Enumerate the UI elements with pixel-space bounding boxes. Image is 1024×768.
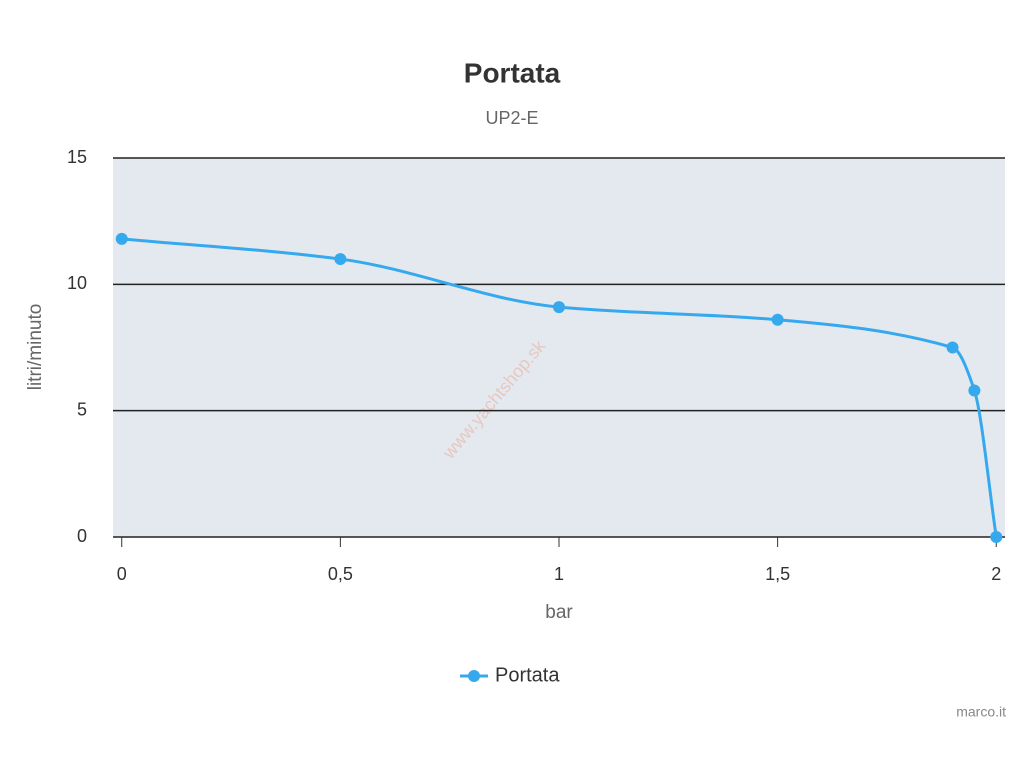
x-tick-label: 0,5: [328, 564, 353, 584]
y-tick-label: 5: [77, 399, 87, 419]
chart-title: Portata: [464, 57, 561, 88]
x-axis-label: bar: [545, 602, 573, 623]
point: [553, 301, 565, 314]
x-tick-label: 2: [991, 564, 1001, 584]
point: [968, 384, 981, 397]
point: [946, 341, 959, 354]
x-tick-label: 1,5: [765, 564, 790, 584]
x-tick-label: 0: [117, 564, 127, 584]
point: [115, 232, 128, 245]
y-tick-label: 15: [67, 147, 87, 167]
y-tick-label: 10: [67, 273, 87, 293]
credit: marco.it: [956, 704, 1006, 720]
point: [334, 253, 347, 266]
y-tick-label: 0: [77, 526, 87, 546]
legend-marker: [468, 670, 480, 682]
point: [771, 313, 784, 326]
legend-label: Portata: [495, 664, 560, 686]
y-axis-label: litri/minuto: [25, 304, 46, 391]
point: [990, 531, 1003, 543]
plot-background: [113, 158, 1005, 537]
x-tick-label: 1: [554, 564, 564, 584]
chart-subtitle: UP2-E: [485, 108, 538, 128]
